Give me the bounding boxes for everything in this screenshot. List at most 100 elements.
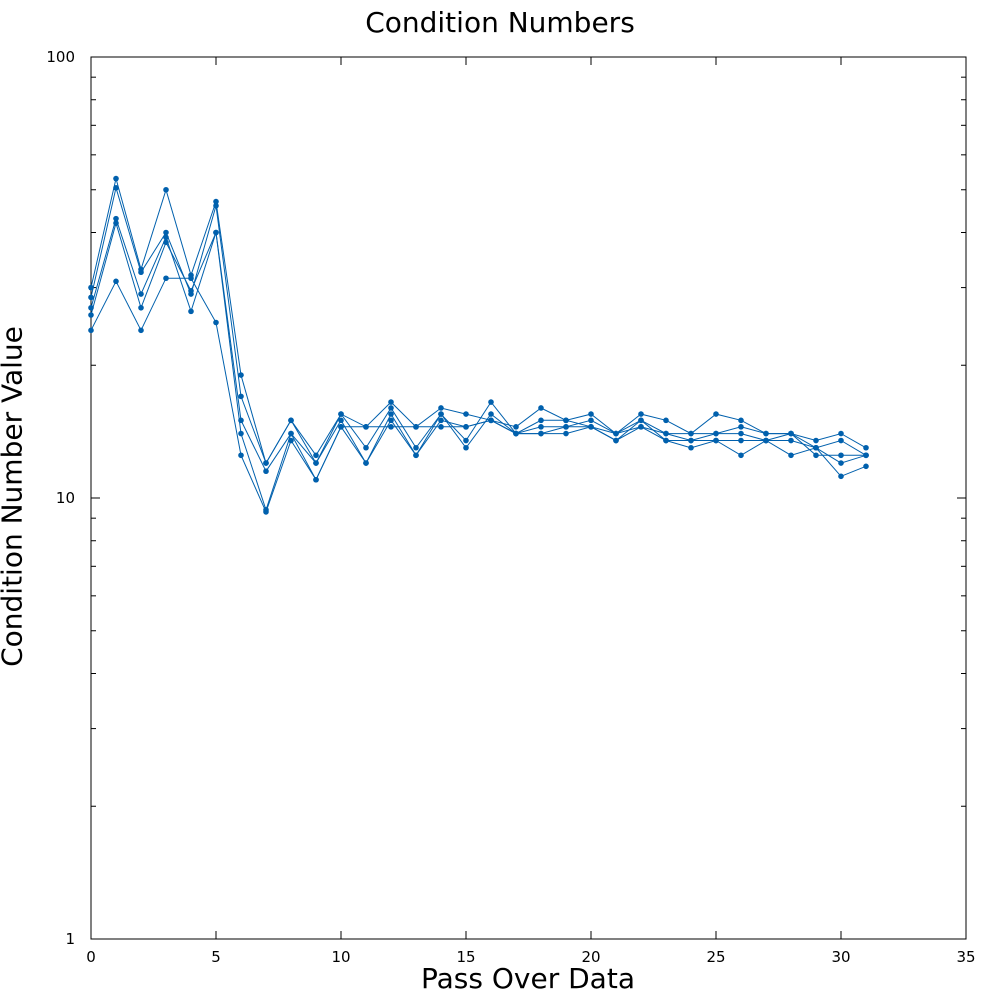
data-point [413, 424, 419, 430]
data-point [363, 460, 369, 466]
data-point [463, 411, 469, 417]
data-point [238, 393, 244, 400]
data-point [788, 437, 794, 444]
data-point [638, 424, 644, 430]
data-point [138, 304, 144, 311]
data-point [563, 424, 569, 430]
data-point [588, 417, 594, 424]
data-point [813, 437, 819, 444]
data-point [763, 430, 769, 437]
data-point [288, 417, 294, 424]
data-point [713, 430, 719, 437]
data-point [338, 417, 344, 424]
data-point [563, 430, 569, 437]
data-point [438, 405, 444, 411]
data-point [788, 452, 794, 459]
data-point [738, 452, 744, 459]
data-point [738, 430, 744, 437]
data-point [538, 417, 544, 424]
data-point [838, 452, 844, 459]
series-line-5 [90, 277, 867, 514]
data-point [163, 229, 169, 236]
data-point [188, 288, 194, 294]
data-point [388, 399, 394, 405]
data-point [163, 239, 169, 246]
y-tick-label: 1 [65, 930, 75, 948]
x-tick-label: 35 [956, 948, 975, 966]
data-point [613, 430, 619, 437]
x-tick-label: 25 [706, 948, 725, 966]
data-point [88, 294, 94, 301]
data-point [213, 229, 219, 236]
x-tick-label: 30 [831, 948, 850, 966]
data-point [238, 372, 244, 378]
data-point [788, 430, 794, 437]
data-point [313, 460, 319, 466]
data-point [113, 220, 119, 226]
data-point [738, 437, 744, 444]
data-point [488, 411, 494, 417]
data-point [513, 424, 519, 430]
data-point [188, 308, 194, 315]
data-point [463, 444, 469, 451]
data-point [413, 452, 419, 459]
data-point [188, 275, 194, 282]
data-point [863, 444, 869, 451]
data-point [438, 411, 444, 417]
axis-ticks: 0 5 10 15 20 25 30 35 1 10 100 [46, 48, 975, 966]
data-point [838, 460, 844, 466]
data-point [163, 186, 169, 193]
data-point [588, 424, 594, 430]
data-point [313, 476, 319, 483]
data-point [613, 437, 619, 444]
data-point [338, 411, 344, 417]
data-point [813, 444, 819, 451]
data-point [488, 417, 494, 424]
data-point [638, 417, 644, 424]
series-group [88, 175, 869, 515]
data-point [638, 411, 644, 417]
data-point [363, 444, 369, 451]
data-point [463, 424, 469, 430]
data-point [438, 424, 444, 430]
data-point [663, 430, 669, 437]
data-point [438, 417, 444, 424]
series-line-3 [90, 216, 866, 473]
data-point [113, 215, 119, 222]
x-tick-label: 15 [456, 948, 475, 966]
series-line-4 [90, 221, 867, 512]
data-point [688, 444, 694, 451]
chart-title: Condition Numbers [365, 6, 635, 39]
data-point [163, 234, 169, 241]
data-point [288, 437, 294, 444]
x-tick-label: 10 [331, 948, 350, 966]
data-point [113, 185, 119, 191]
data-point [813, 452, 819, 459]
data-point [538, 405, 544, 411]
data-point [688, 430, 694, 437]
data-point [838, 473, 844, 480]
data-point [388, 424, 394, 430]
data-point [513, 430, 519, 437]
data-point [463, 437, 469, 444]
data-point [563, 417, 569, 424]
data-point [713, 437, 719, 444]
data-point [113, 278, 119, 285]
data-point [713, 411, 719, 417]
data-point [288, 430, 294, 437]
plot-frame [90, 56, 967, 940]
data-point [538, 430, 544, 437]
data-point [263, 460, 269, 466]
series-line-2 [90, 185, 867, 465]
data-point [413, 444, 419, 451]
data-point [338, 424, 344, 430]
data-point [113, 175, 119, 182]
data-point [138, 291, 144, 297]
data-point [213, 202, 219, 209]
data-point [488, 399, 494, 405]
data-point [838, 430, 844, 437]
data-point [388, 417, 394, 424]
y-tick-label: 100 [46, 48, 75, 66]
data-point [263, 468, 269, 475]
data-point [388, 411, 394, 417]
